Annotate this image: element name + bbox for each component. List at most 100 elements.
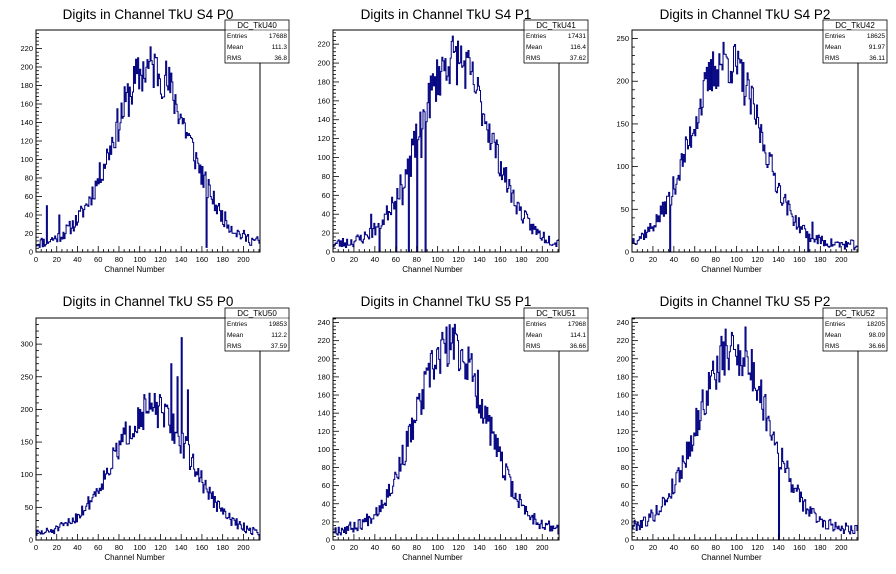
histogram-series <box>631 41 859 253</box>
chart-title: Digits in Channel TkU S4 P2 <box>660 7 831 22</box>
stats-label: Mean <box>227 44 244 51</box>
y-tick-label: 200 <box>317 354 330 363</box>
y-tick-label: 0 <box>326 248 330 257</box>
x-tick-label: 180 <box>216 255 229 264</box>
x-axis-label: Channel Number <box>701 265 762 274</box>
histogram-panel: Digits in Channel TkU S4 P2 0 20 40 60 80 100 1… <box>616 7 888 274</box>
y-tick-label: 100 <box>20 155 33 164</box>
stats-value: 18625 <box>867 33 885 40</box>
x-tick-label: 180 <box>216 543 229 552</box>
y-tick-label: 160 <box>20 100 33 109</box>
x-tick-label: 20 <box>350 255 358 264</box>
x-tick-label: 80 <box>712 543 720 552</box>
x-tick-label: 120 <box>452 255 465 264</box>
y-tick-label: 0 <box>625 248 629 257</box>
x-tick-label: 160 <box>494 255 507 264</box>
stats-value: 37.59 <box>271 343 288 350</box>
y-tick-label: 60 <box>621 481 629 490</box>
x-tick-label: 60 <box>392 255 400 264</box>
y-tick-label: 200 <box>317 59 330 68</box>
stats-label: Entries <box>825 33 846 40</box>
y-tick-label: 120 <box>317 134 330 143</box>
y-tick-label: 180 <box>317 372 330 381</box>
x-tick-label: 180 <box>814 255 827 264</box>
y-tick-label: 100 <box>616 445 629 454</box>
x-tick-label: 160 <box>793 543 806 552</box>
stats-label: RMS <box>825 343 840 350</box>
stats-value: 36.66 <box>570 343 587 350</box>
y-tick-label: 100 <box>616 162 629 171</box>
stats-label: Entries <box>227 33 248 40</box>
x-tick-label: 0 <box>34 543 38 552</box>
y-tick-label: 100 <box>317 153 330 162</box>
stats-value: 17688 <box>269 33 287 40</box>
y-tick-label: 180 <box>20 81 33 90</box>
y-tick-label: 100 <box>20 470 33 479</box>
x-tick-label: 40 <box>670 255 678 264</box>
chart-title: Digits in Channel TkU S4 P1 <box>361 7 532 22</box>
plot-frame <box>332 317 560 541</box>
y-tick-label: 160 <box>317 391 330 400</box>
y-tick-label: 300 <box>20 340 33 349</box>
x-tick-label: 40 <box>371 543 379 552</box>
stats-value: 114.1 <box>570 332 586 339</box>
y-tick-label: 220 <box>317 336 330 345</box>
x-tick-label: 100 <box>431 543 444 552</box>
stats-box-frame <box>822 19 888 64</box>
stats-box: DC_TkU52 Entries 18205 Mean 98.09 RMS 36.66 <box>822 307 888 352</box>
histogram-series <box>35 46 261 252</box>
y-tick-label: 20 <box>322 229 330 238</box>
stats-value: 111.3 <box>272 44 288 51</box>
x-tick-label: 20 <box>53 255 61 264</box>
y-tick-label: 50 <box>25 503 33 512</box>
plot-frame <box>631 317 859 541</box>
stats-box: DC_TkU51 Entries 17968 Mean 114.1 RMS 36.66 <box>523 307 589 352</box>
histogram-panel: Digits in Channel TkU S4 P0 0 20 40 60 80 100 1… <box>20 7 290 274</box>
stats-value: 37.62 <box>570 55 587 62</box>
x-tick-label: 120 <box>154 255 167 264</box>
histogram-panel: Digits in Channel TkU S5 P2 0 20 40 60 80 100 1… <box>616 294 888 562</box>
y-tick-label: 220 <box>20 44 33 53</box>
x-tick-label: 0 <box>331 543 335 552</box>
y-tick-label: 200 <box>616 77 629 86</box>
chart-title: Digits in Channel TkU S5 P2 <box>660 294 831 309</box>
x-tick-label: 100 <box>133 543 146 552</box>
y-tick-label: 140 <box>20 118 33 127</box>
x-axis-label: Channel Number <box>402 265 463 274</box>
y-tick-label: 40 <box>621 499 629 508</box>
x-tick-label: 40 <box>371 255 379 264</box>
x-tick-label: 0 <box>630 543 634 552</box>
x-axis-label: Channel Number <box>104 265 165 274</box>
y-tick-label: 220 <box>616 336 629 345</box>
y-tick-label: 0 <box>29 536 33 545</box>
x-tick-label: 20 <box>350 543 358 552</box>
y-tick-label: 180 <box>616 372 629 381</box>
y-tick-label: 140 <box>317 409 330 418</box>
stats-value: 36.11 <box>869 55 885 62</box>
x-tick-label: 100 <box>730 255 743 264</box>
y-tick-label: 80 <box>322 172 330 181</box>
y-tick-label: 40 <box>322 210 330 219</box>
y-tick-label: 0 <box>326 536 330 545</box>
x-tick-label: 0 <box>630 255 634 264</box>
y-tick-label: 20 <box>25 229 33 238</box>
stats-value: 36.66 <box>869 343 886 350</box>
x-tick-label: 140 <box>175 255 188 264</box>
y-tick-label: 80 <box>322 463 330 472</box>
x-tick-label: 60 <box>691 255 699 264</box>
y-tick-label: 60 <box>25 192 33 201</box>
x-tick-label: 20 <box>649 255 657 264</box>
plot-frame <box>332 29 560 253</box>
stats-label: RMS <box>526 343 541 350</box>
stats-label: Mean <box>227 332 244 339</box>
x-tick-label: 0 <box>331 255 335 264</box>
y-tick-label: 40 <box>25 211 33 220</box>
histogram-series <box>631 326 859 541</box>
stats-box-frame <box>224 19 290 64</box>
histogram-series <box>35 337 261 540</box>
x-tick-label: 200 <box>536 255 549 264</box>
x-tick-label: 60 <box>691 543 699 552</box>
stats-box-frame <box>523 307 589 352</box>
x-tick-label: 180 <box>515 543 528 552</box>
stats-label: Mean <box>825 332 842 339</box>
